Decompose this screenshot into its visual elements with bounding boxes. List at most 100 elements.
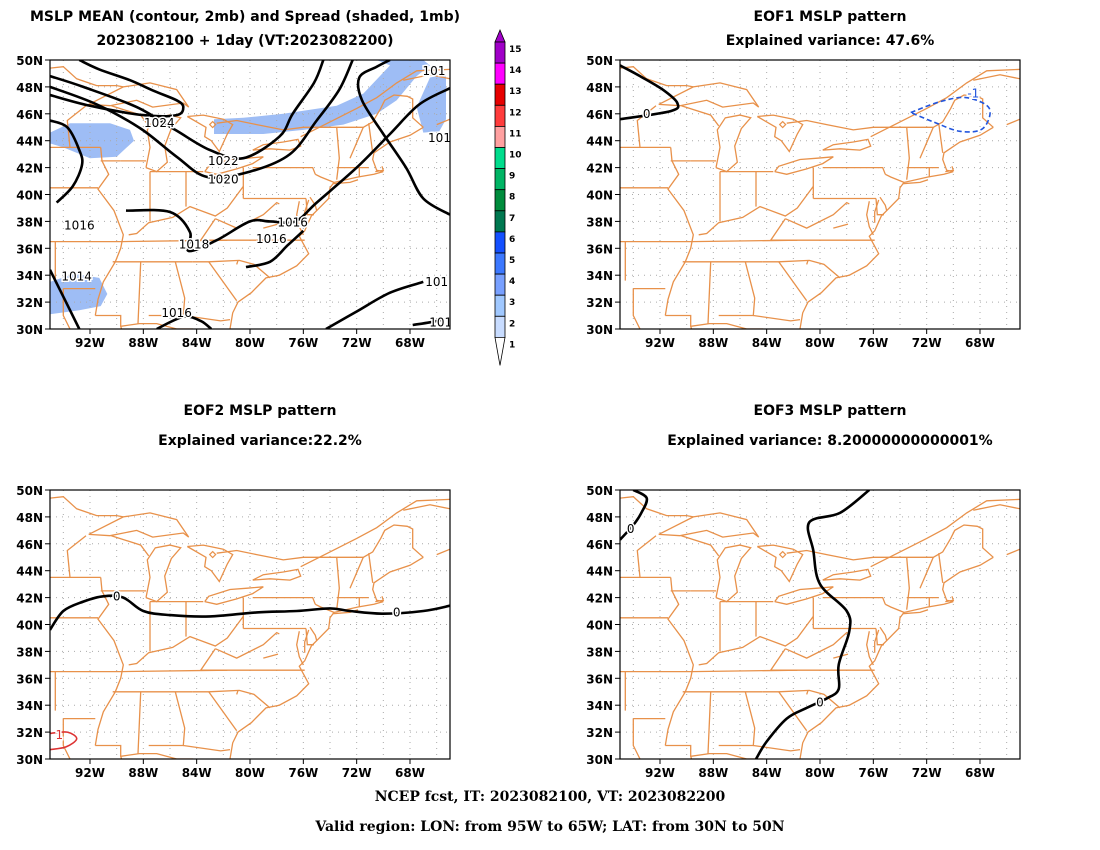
state-boundary — [300, 68, 450, 138]
state-boundary — [304, 629, 310, 653]
state-boundary — [66, 105, 87, 148]
lon-label: 76W — [858, 336, 888, 350]
state-boundary — [870, 498, 1020, 568]
lon-label: 72W — [912, 336, 942, 350]
lon-label: 92W — [75, 766, 105, 780]
state-boundary — [866, 631, 874, 666]
state-boundary — [919, 127, 934, 159]
state-boundary — [88, 512, 190, 538]
colorbar-segment — [494, 126, 506, 148]
state-boundary — [665, 744, 692, 757]
spread-colorbar: 15 14 13 12 11 10 9 8 7 6 5 4 3 2 1 — [494, 28, 522, 366]
state-boundary — [186, 114, 234, 153]
spread-shade-3 — [416, 74, 446, 133]
state-boundary — [756, 114, 804, 153]
lat-label: 36N — [16, 242, 43, 256]
state-boundary — [698, 616, 814, 666]
state-boundary — [137, 261, 142, 324]
state-boundary — [620, 496, 694, 518]
state-boundary — [304, 199, 310, 223]
lat-label: 30N — [16, 753, 43, 767]
lon-label: 88W — [698, 766, 728, 780]
panel2-title-line2: Explained variance: 47.6% — [725, 33, 935, 49]
state-boundary — [66, 535, 87, 578]
colorbar-bottom-arrow — [494, 337, 506, 366]
state-boundary — [252, 166, 316, 175]
island-marker — [208, 120, 217, 129]
mean-contour — [156, 315, 213, 329]
colorbar-segment — [494, 252, 506, 275]
state-boundary — [874, 629, 880, 653]
colorbar-label: 11 — [509, 129, 522, 139]
lat-label: 48N — [586, 81, 613, 95]
state-boundary — [95, 744, 122, 757]
mean-contour — [125, 87, 450, 253]
mean-contour — [356, 60, 450, 216]
contour-label: 101 — [429, 315, 452, 329]
state-boundary — [436, 548, 450, 556]
island-marker — [778, 550, 787, 559]
state-boundary — [128, 186, 244, 236]
lat-label: 36N — [586, 672, 613, 686]
lon-label: 72W — [342, 766, 372, 780]
lat-label: 42N — [16, 162, 43, 176]
lon-label: 88W — [698, 336, 728, 350]
state-boundary — [315, 603, 335, 614]
state-boundary — [375, 166, 385, 173]
state-boundary — [762, 259, 841, 279]
state-boundary — [799, 126, 994, 329]
lat-label: 40N — [586, 619, 613, 633]
lat-label: 30N — [16, 323, 43, 337]
colorbar-label: 14 — [509, 66, 522, 76]
state-boundary — [88, 82, 190, 108]
colorbar-label: 3 — [509, 298, 515, 308]
state-boundary — [296, 631, 304, 666]
lat-label: 34N — [586, 699, 613, 713]
state-boundary — [94, 577, 124, 746]
state-boundary — [183, 744, 231, 752]
state-boundary — [664, 577, 694, 746]
state-boundary — [762, 689, 841, 709]
state-boundary — [778, 261, 808, 302]
lat-label: 36N — [586, 242, 613, 256]
state-boundary — [208, 261, 238, 302]
state-boundary — [785, 631, 850, 659]
state-boundary — [902, 609, 929, 615]
colorbar-label: 12 — [509, 108, 522, 118]
lat-label: 50N — [16, 484, 43, 498]
panel1-title-line1: MSLP MEAN (contour, 2mb) and Spread (sha… — [30, 9, 460, 25]
contour-label: 0 — [627, 522, 635, 536]
contour-label: 1020 — [208, 173, 239, 187]
lat-label: 46N — [586, 108, 613, 122]
lon-label: 84W — [182, 336, 212, 350]
map-panel-2: 0 -1 50N 48N 46N 44N 42N 40N 38N 36N 34N 32N 30N 92W 8… — [586, 54, 1021, 350]
colorbar-segment — [494, 104, 506, 127]
panel3-title-line1: EOF2 MSLP pattern — [183, 403, 337, 419]
state-boundary — [216, 524, 424, 561]
mean-contour — [50, 60, 325, 160]
lat-label: 32N — [586, 296, 613, 310]
state-boundary — [263, 223, 279, 229]
contour-label: 1024 — [144, 116, 175, 130]
state-boundary — [874, 199, 880, 223]
mean-contour — [50, 119, 84, 204]
state-boundary — [799, 556, 994, 759]
colorbar-label: 13 — [509, 87, 522, 97]
lat-label: 34N — [16, 699, 43, 713]
state-boundary — [229, 556, 424, 759]
lon-label: 72W — [342, 336, 372, 350]
state-boundary — [689, 322, 766, 329]
contour-label: 1014 — [61, 270, 92, 284]
footer-forecast-info: NCEP fcst, IT: 2023082100, VT: 202308220… — [374, 789, 726, 805]
state-boundary — [769, 218, 798, 241]
lat-label: 38N — [16, 645, 43, 659]
lat-label: 48N — [16, 81, 43, 95]
colorbar-segment — [494, 189, 506, 212]
state-boundary — [774, 586, 834, 605]
state-boundary — [403, 504, 450, 511]
lat-label: 46N — [16, 538, 43, 552]
state-boundary — [403, 74, 450, 81]
state-boundary — [658, 512, 760, 538]
state-boundary — [236, 690, 239, 695]
